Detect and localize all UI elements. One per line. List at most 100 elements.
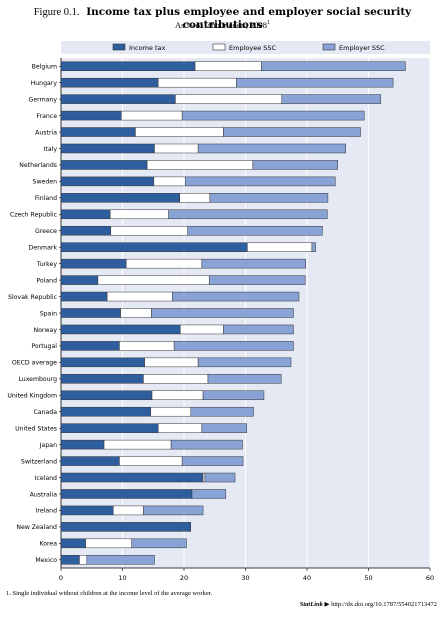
bar-segment	[202, 390, 265, 401]
bar-segment	[281, 94, 382, 104]
legend-label: Employer SSC	[339, 44, 385, 52]
bar-segment	[97, 275, 210, 285]
x-tick-label: 40	[303, 574, 311, 582]
category-label: Germany	[29, 96, 58, 103]
category-label: Ireland	[36, 508, 57, 515]
bar-segment	[197, 143, 346, 154]
bar-segment	[110, 225, 188, 236]
bar-segment	[60, 555, 80, 565]
x-tick-label: 50	[364, 574, 372, 582]
subtitle-note: 1	[267, 20, 271, 27]
bar-segment	[172, 291, 300, 302]
bar-segment	[60, 242, 248, 252]
bar-segment	[60, 275, 99, 285]
bar-segment	[119, 456, 183, 466]
bar-segment	[157, 423, 203, 433]
category-label: Netherlands	[19, 162, 57, 169]
bar-segment	[143, 374, 209, 384]
bar-segment	[106, 291, 173, 302]
x-tick-label: 10	[118, 574, 126, 582]
category-label: Slovak Republic	[8, 294, 57, 301]
bar-segment	[157, 77, 237, 88]
category-label: Belgium	[32, 64, 57, 71]
bar-segment	[60, 291, 108, 302]
bar-segment	[60, 110, 122, 121]
bar-segment	[207, 374, 282, 384]
bar-segment	[60, 439, 105, 450]
category-label: Canada	[33, 409, 57, 416]
bar-segment	[154, 143, 199, 154]
bar-segment	[60, 160, 148, 170]
bar-segment	[60, 538, 86, 549]
bar-segment	[150, 406, 192, 417]
bar-segment	[60, 308, 121, 318]
x-tick-label: 20	[180, 574, 188, 582]
bar-segment	[113, 505, 144, 516]
bar-segment	[184, 176, 336, 187]
bar-segment	[119, 341, 175, 351]
bar-segment	[79, 555, 88, 565]
statlink: StatLink ▶ http://dx.doi.org/10.1787/554…	[300, 600, 437, 608]
bar-segment	[60, 472, 204, 483]
statlink-url[interactable]: http://dx.doi.org/10.1787/554021713472	[331, 601, 437, 608]
bar-segment	[60, 176, 155, 187]
figure-label: Figure 0.1.	[33, 7, 80, 18]
category-label: Japan	[39, 442, 57, 449]
category-label: Iceland	[35, 475, 57, 482]
bar-segment	[261, 61, 406, 71]
bar-segment	[204, 472, 236, 483]
bar-segment	[60, 127, 136, 137]
bar-segment	[181, 110, 365, 121]
category-label: Poland	[36, 277, 57, 284]
category-label: Luxembourg	[18, 376, 57, 383]
figure-title: Income tax plus employee and employer so…	[86, 6, 412, 31]
bar-segment	[60, 505, 114, 516]
category-label: Spain	[40, 310, 57, 317]
bar-segment	[168, 209, 328, 220]
legend-label: Income tax	[129, 44, 166, 52]
bar-segment	[153, 176, 186, 187]
bar-segment	[191, 489, 227, 499]
bar-segment	[60, 324, 181, 335]
bar-segment	[201, 423, 247, 433]
category-label: Denmark	[29, 244, 58, 251]
bar-segment	[60, 225, 112, 236]
bar-segment	[175, 94, 283, 104]
subtitle-text: As % of labour costs, 2008	[174, 20, 268, 30]
bar-segment	[180, 324, 224, 335]
category-label: Korea	[39, 541, 57, 548]
category-label: Switzerland	[21, 458, 57, 465]
bar-segment	[197, 357, 292, 368]
bar-segment	[170, 439, 243, 450]
bar-segment	[60, 456, 120, 466]
bar-segment	[60, 423, 159, 433]
bar-segment	[202, 472, 206, 483]
bar-segment	[60, 143, 155, 154]
category-label: Czech Republic	[10, 212, 58, 219]
category-label: Finland	[35, 195, 57, 202]
bar-segment	[223, 127, 361, 137]
category-label: Turkey	[36, 261, 57, 268]
bar-segment	[173, 341, 294, 351]
bar-segment	[181, 456, 244, 466]
category-label: Mexico	[35, 557, 57, 564]
statlink-logo: StatLink	[299, 601, 323, 608]
bar-segment	[86, 555, 155, 565]
bar-segment	[135, 127, 224, 137]
bar-segment	[151, 308, 294, 318]
category-label: Italy	[44, 146, 58, 153]
bar-segment	[121, 110, 183, 121]
bar-segment	[60, 341, 120, 351]
bar-segment	[201, 258, 307, 269]
bar-segment	[131, 538, 187, 549]
bar-segment	[60, 390, 153, 401]
bar-segment	[60, 489, 193, 499]
category-label: United States	[15, 425, 57, 432]
category-label: Sweden	[33, 179, 58, 186]
bar-segment	[60, 406, 152, 417]
bar-segment	[236, 77, 394, 88]
bar-segment	[143, 505, 204, 516]
bar-segment	[109, 209, 169, 220]
bar-segment	[125, 258, 203, 269]
bar-segment	[60, 193, 180, 203]
